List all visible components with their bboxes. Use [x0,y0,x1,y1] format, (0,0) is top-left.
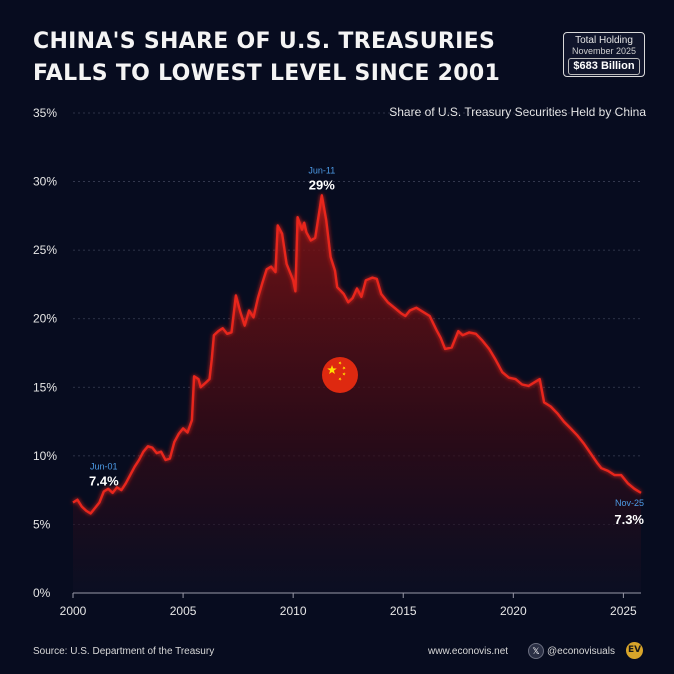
x-tick-label: 2005 [170,604,197,618]
annotation-value: 29% [309,177,335,192]
x-tick-label: 2015 [390,604,417,618]
x-tick-label: 2020 [500,604,527,618]
x-tick-label: 2000 [60,604,87,618]
annotation-value: 7.4% [89,474,119,489]
series-line [72,194,642,515]
flag-star [338,377,342,381]
y-tick-label: 15% [33,380,57,394]
y-tick-label: 20% [33,312,57,326]
y-tick-label: 10% [33,449,57,463]
annotation-layer: Jun-01 7.4% Jun-11 29% Nov-25 7.3% [89,165,644,527]
chart-title: CHINA'S SHARE OF U.S. TREASURIES FALLS T… [33,26,500,90]
y-tick-label: 25% [33,243,57,257]
flag-star [342,366,346,370]
title-line-1: CHINA'S SHARE OF U.S. TREASURIES [33,29,496,54]
annotation-value: 7.3% [614,512,644,527]
flag-star [327,365,337,375]
x-tick-label: 2025 [610,604,637,618]
flag-star [338,361,342,365]
y-tick-label: 35% [33,106,57,120]
holding-label: Total Holding [575,35,633,46]
tick-layer: 0% 5% 10% 15% 20% 25% 30% 35% 2000 2005 2010 2015 20… [33,106,637,618]
source-text: Source: U.S. Department of the Treasury [33,646,215,657]
holding-date: November 2025 [571,46,637,56]
econovis-logo: EV [626,642,643,659]
holding-value: $683 Billion [568,58,640,75]
total-holding-box: Total Holding November 2025 $683 Billion [563,32,645,77]
china-flag-icon [322,357,358,393]
flag-star [342,372,346,376]
area-fill [73,195,641,594]
annotation-date: Jun-11 [308,165,335,175]
website-link[interactable]: www.econovis.net [428,646,509,657]
x-tick-label: 2010 [280,604,307,618]
title-line-2: FALLS TO LOWEST LEVEL SINCE 2001 [33,61,501,86]
annotation-date: Nov-25 [615,498,644,508]
y-tick-label: 5% [33,517,51,531]
annotation-date: Jun-01 [90,462,118,472]
y-tick-label: 0% [33,586,51,600]
y-tick-label: 30% [33,175,57,189]
chart-subtitle: Share of U.S. Treasury Securities Held b… [389,105,646,119]
x-logo-icon: 𝕏 [528,643,544,659]
social-handle[interactable]: @econovisuals [547,646,615,657]
flag-disc [322,357,358,393]
